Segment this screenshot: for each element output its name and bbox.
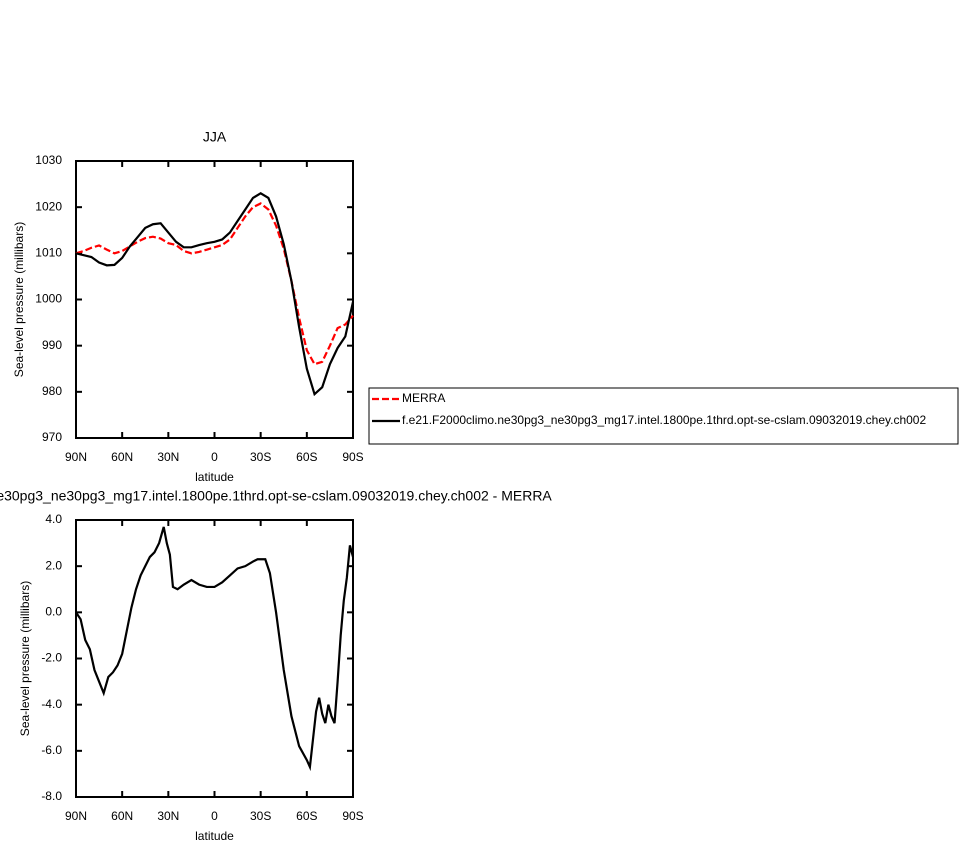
- legend-label: f.e21.F2000climo.ne30pg3_ne30pg3_mg17.in…: [402, 413, 926, 427]
- x-tick-label: 60S: [296, 450, 317, 464]
- y-axis-label: Sea-level pressure (millibars): [12, 222, 26, 377]
- data-line: [75, 192, 355, 397]
- plot-frame: [75, 160, 354, 439]
- x-tick-label: 60N: [111, 809, 133, 823]
- legend-label: MERRA: [402, 391, 445, 405]
- y-tick-label: 1010: [35, 246, 62, 260]
- legend: MERRA f.e21.F2000climo.ne30pg3_ne30pg3_mg…: [368, 387, 959, 445]
- chart-title: JJA: [203, 129, 227, 145]
- plot-frame: [75, 519, 354, 798]
- chart-panel: f.e21.F2000climo.ne30pg3_ne30pg3_mg17.in…: [0, 488, 552, 843]
- x-tick-label: 90S: [342, 450, 363, 464]
- x-tick-label: 30S: [250, 809, 271, 823]
- y-tick-label: 1020: [35, 199, 62, 213]
- y-tick-label: 2.0: [45, 558, 62, 572]
- y-tick-label: 4.0: [45, 512, 62, 526]
- y-tick-label: -8.0: [41, 789, 62, 803]
- y-tick-label: 970: [42, 430, 62, 444]
- y-axis-label: Sea-level pressure (millibars): [18, 581, 32, 736]
- x-tick-label: 90N: [65, 809, 87, 823]
- x-axis-label: latitude: [195, 470, 234, 484]
- y-tick-label: -2.0: [41, 651, 62, 665]
- y-tick-label: 1000: [35, 292, 62, 306]
- y-tick-label: -4.0: [41, 697, 62, 711]
- x-tick-label: 90S: [342, 809, 363, 823]
- x-tick-label: 30S: [250, 450, 271, 464]
- x-tick-label: 0: [211, 809, 218, 823]
- y-tick-label: 1030: [35, 153, 62, 167]
- x-tick-label: 0: [211, 450, 218, 464]
- x-axis-label: latitude: [195, 829, 234, 843]
- y-tick-label: 980: [42, 384, 62, 398]
- legend-box: [368, 387, 959, 445]
- data-line: [75, 526, 355, 772]
- y-tick-label: 0.0: [45, 605, 62, 619]
- data-line: [75, 202, 354, 366]
- x-tick-label: 60S: [296, 809, 317, 823]
- x-tick-label: 30N: [157, 809, 179, 823]
- y-tick-label: 990: [42, 338, 62, 352]
- x-tick-label: 90N: [65, 450, 87, 464]
- y-tick-label: -6.0: [41, 743, 62, 757]
- x-tick-label: 60N: [111, 450, 133, 464]
- chart-title: f.e21.F2000climo.ne30pg3_ne30pg3_mg17.in…: [0, 488, 552, 504]
- chart-panel: JJA latitude Sea-level pressure (millibars…: [12, 129, 364, 484]
- x-tick-label: 30N: [157, 450, 179, 464]
